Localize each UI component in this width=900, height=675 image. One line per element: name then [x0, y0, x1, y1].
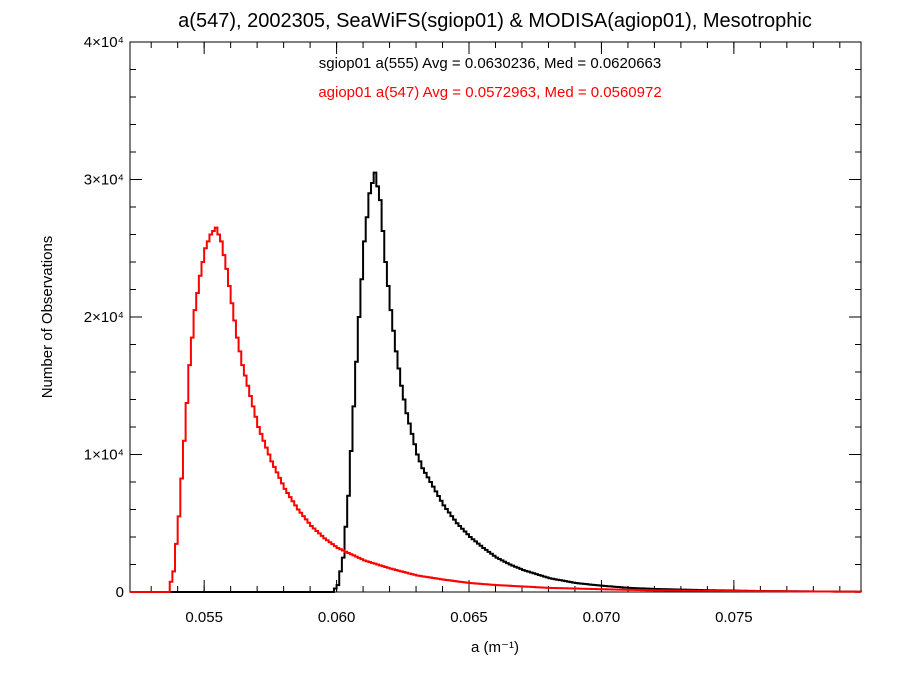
plot-frame: [129, 41, 862, 593]
chart-title: a(547), 2002305, SeaWiFS(sgiop01) & MODI…: [178, 10, 812, 32]
y-tick-label: 1×10⁴: [84, 447, 124, 464]
x-tick-label: 0.065: [450, 609, 488, 626]
x-axis-label: a (m⁻¹): [471, 639, 519, 656]
y-tick-label: 4×10⁴: [84, 34, 124, 51]
series-line-agiop01: [130, 226, 862, 593]
legend-entry-agiop01: agiop01 a(547) Avg = 0.0572963, Med = 0.…: [318, 84, 661, 101]
x-tick-label: 0.070: [583, 609, 621, 626]
series-line-sgiop01: [130, 171, 862, 593]
x-tick-label: 0.075: [715, 609, 753, 626]
series-layer: [130, 171, 862, 593]
y-tick-label: 2×10⁴: [84, 309, 124, 326]
x-tick-label: 0.055: [185, 609, 223, 626]
axis-ticks: 0.055 0.060 0.065 0.070 0.075 0 1×10⁴ 2×10⁴ 3×10…: [84, 34, 861, 626]
y-tick-label: 3×10⁴: [84, 172, 124, 189]
y-tick-label: 0: [116, 584, 124, 601]
legend-entry-sgiop01: sgiop01 a(555) Avg = 0.0630236, Med = 0.…: [319, 55, 662, 72]
x-tick-label: 0.060: [318, 609, 356, 626]
y-axis-label: Number of Observations: [39, 236, 56, 399]
